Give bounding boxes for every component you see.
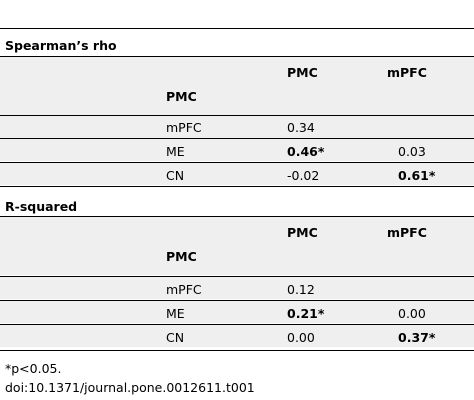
value-pmc: -0.02 <box>287 168 320 183</box>
value-pmc: 0.34 <box>287 120 315 135</box>
value-pmc: 0.00 <box>287 330 315 345</box>
row-label: ME <box>166 144 185 159</box>
row-band <box>0 325 474 347</box>
value-pmc: 0.46* <box>287 144 325 159</box>
row-rule <box>0 115 474 116</box>
value-pmc: 0.12 <box>287 282 315 297</box>
section-title-spearman: Spearman’s rho <box>5 38 117 53</box>
row-band <box>0 116 474 138</box>
section-rule <box>0 186 474 187</box>
footnote-significance: *p<0.05. <box>5 361 62 376</box>
section-rule <box>0 56 474 57</box>
row-band <box>0 301 474 323</box>
row-label: mPFC <box>166 120 202 135</box>
header-band <box>0 57 474 115</box>
value-mpfc: 0.37* <box>398 330 436 345</box>
row-rule <box>0 276 474 277</box>
col-header-mpfc: mPFC <box>387 225 427 240</box>
value-mpfc: 0.03 <box>398 144 426 159</box>
header-band <box>0 217 474 275</box>
col-header-pmc: PMC <box>287 65 318 80</box>
value-pmc: 0.21* <box>287 306 325 321</box>
top-rule <box>0 28 474 29</box>
section-title-rsquared: R-squared <box>5 199 78 214</box>
row-label: ME <box>166 306 185 321</box>
section-rule <box>0 216 474 217</box>
row-band <box>0 139 474 161</box>
row-label: CN <box>166 168 185 183</box>
bottom-rule <box>0 350 474 351</box>
value-mpfc: 0.00 <box>398 306 426 321</box>
row-band <box>0 277 474 299</box>
col-header-pmc: PMC <box>287 225 318 240</box>
row-label: CN <box>166 330 185 345</box>
row-rule <box>0 324 474 325</box>
col-header-mpfc: mPFC <box>387 65 427 80</box>
footnote-doi: doi:10.1371/journal.pone.0012611.t001 <box>5 380 255 395</box>
row-header-pmc: PMC <box>166 89 197 104</box>
row-header-pmc: PMC <box>166 249 197 264</box>
value-mpfc: 0.61* <box>398 168 436 183</box>
row-band <box>0 163 474 185</box>
row-rule <box>0 300 474 301</box>
row-rule <box>0 162 474 163</box>
row-label: mPFC <box>166 282 202 297</box>
row-rule <box>0 138 474 139</box>
